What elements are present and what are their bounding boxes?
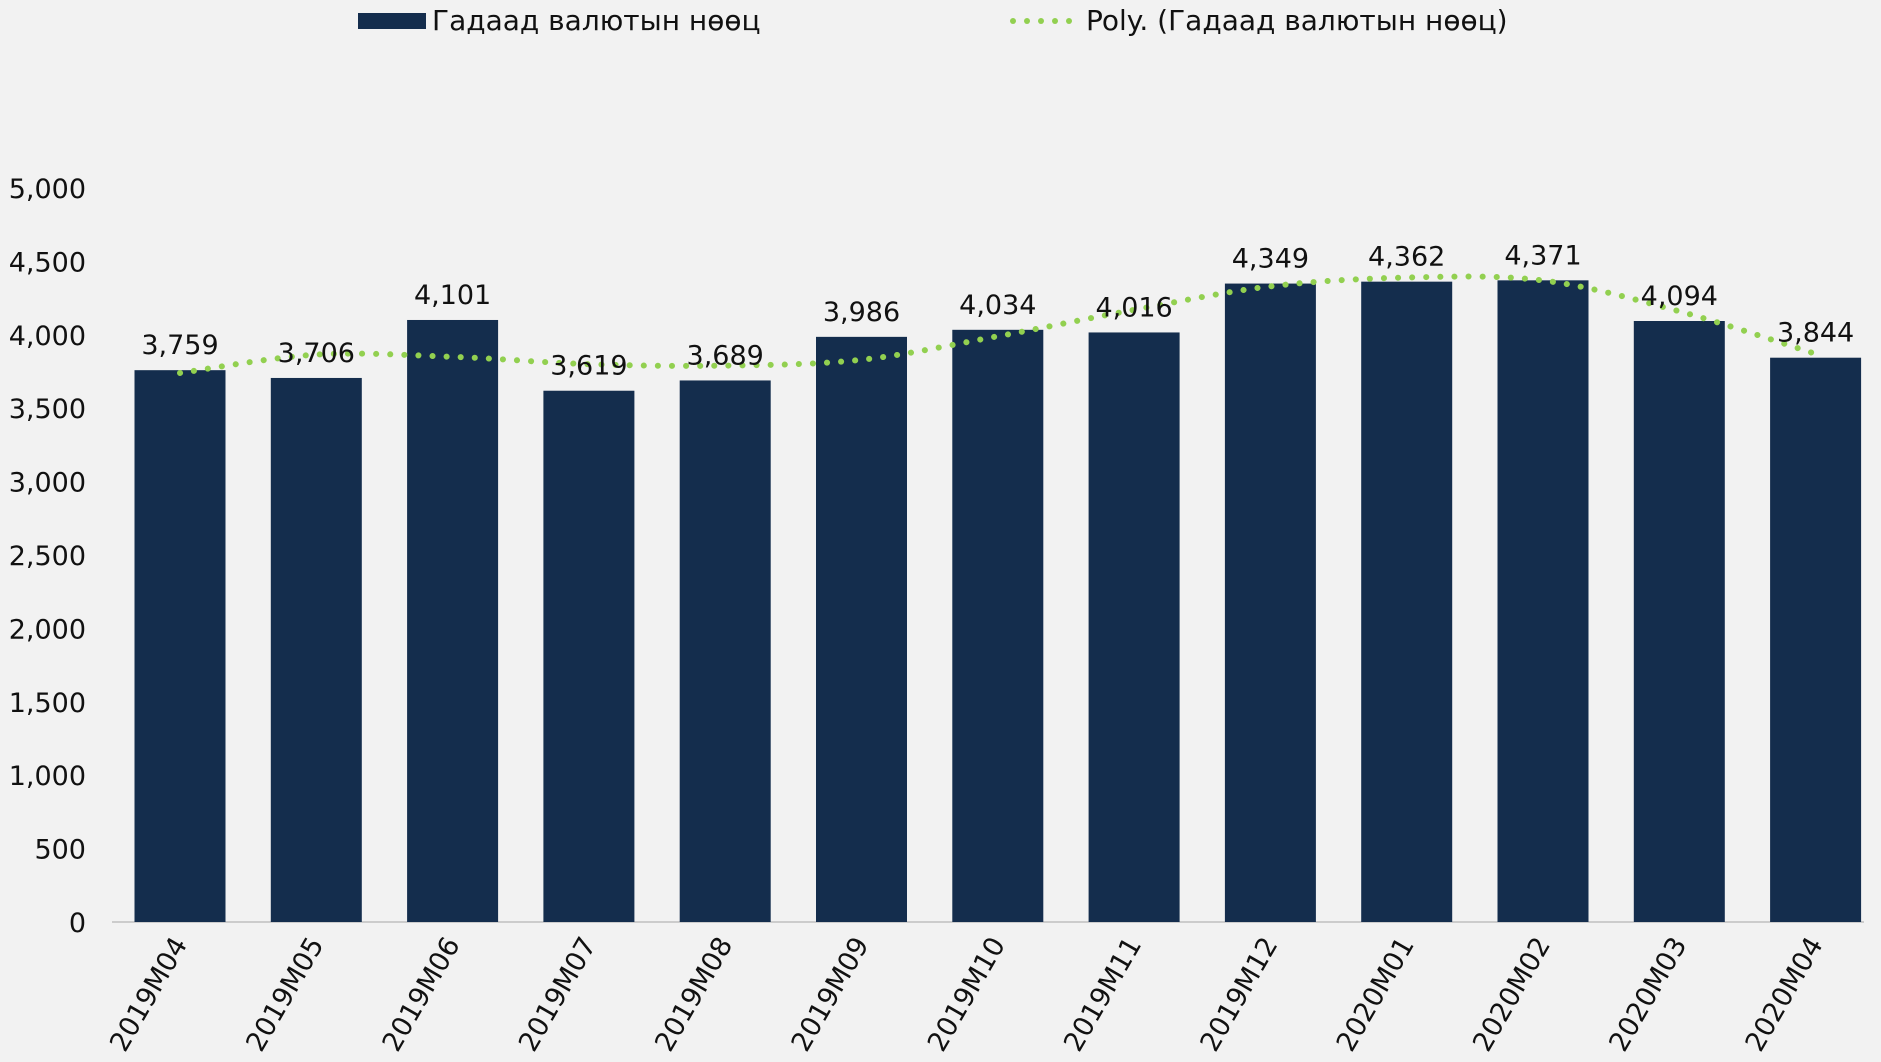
bar — [1497, 280, 1589, 923]
bar — [543, 390, 635, 922]
y-tick-label: 5,000 — [9, 174, 86, 205]
data-label: 3,844 — [1777, 318, 1854, 349]
legend-bar-swatch — [358, 12, 426, 29]
data-label: 4,371 — [1504, 240, 1581, 271]
x-tick-label: 2019M12 — [1194, 932, 1284, 1057]
data-label: 3,986 — [823, 297, 900, 328]
y-tick-label: 500 — [34, 835, 86, 866]
y-tick-label: 1,000 — [9, 761, 86, 792]
data-label: 3,759 — [141, 330, 218, 361]
bar — [679, 380, 771, 922]
x-tick-label: 2019M05 — [240, 932, 330, 1057]
data-label: 3,706 — [278, 338, 355, 369]
bar — [270, 377, 362, 922]
bar — [816, 336, 907, 922]
data-label: 4,034 — [959, 290, 1036, 321]
y-tick-label: 2,000 — [9, 614, 86, 645]
legend-item-trend: Poly. (Гадаад валютын нөөц) — [1008, 4, 1508, 37]
y-tick-label: 0 — [69, 908, 86, 939]
x-tick-label: 2020M04 — [1740, 932, 1830, 1057]
bar — [134, 370, 226, 922]
bar — [1633, 321, 1725, 922]
bar — [407, 319, 499, 922]
bar — [952, 329, 1044, 922]
y-tick-label: 3,000 — [9, 468, 86, 499]
x-tick-label: 2019M09 — [786, 932, 876, 1057]
y-tick-label: 2,500 — [9, 541, 86, 572]
legend-item-bars: Гадаад валютын нөөц — [358, 4, 761, 37]
x-tick-label: 2020M03 — [1603, 932, 1693, 1057]
data-label: 3,689 — [687, 340, 764, 371]
x-tick-label: 2019M04 — [104, 932, 194, 1057]
x-tick-label: 2020M01 — [1331, 932, 1421, 1057]
x-tick-label: 2019M06 — [377, 932, 467, 1057]
data-label: 4,094 — [1641, 281, 1718, 312]
y-tick-label: 1,500 — [9, 688, 86, 719]
y-tick-label: 4,000 — [9, 321, 86, 352]
legend: Гадаад валютын нөөц Poly. (Гадаад валюты… — [0, 4, 1881, 44]
x-tick-label: 2019M07 — [513, 932, 603, 1057]
bar — [1770, 357, 1862, 922]
y-tick-label: 3,500 — [9, 394, 86, 425]
bar — [1088, 332, 1180, 923]
data-label: 4,349 — [1232, 244, 1309, 275]
legend-trend-swatch — [1008, 17, 1080, 25]
x-tick-label: 2019M10 — [922, 932, 1012, 1057]
data-label: 4,101 — [414, 280, 491, 311]
data-label: 4,016 — [1095, 292, 1172, 323]
data-label: 3,619 — [550, 351, 627, 382]
legend-label-bars: Гадаад валютын нөөц — [432, 4, 761, 37]
bar — [1224, 283, 1316, 923]
bar — [1361, 281, 1453, 922]
data-label: 4,362 — [1368, 242, 1445, 273]
x-tick-label: 2019M11 — [1058, 932, 1148, 1057]
y-tick-label: 4,500 — [9, 247, 86, 278]
x-tick-label: 2019M08 — [649, 932, 739, 1057]
x-tick-label: 2020M02 — [1467, 932, 1557, 1057]
legend-label-trend: Poly. (Гадаад валютын нөөц) — [1086, 4, 1508, 37]
